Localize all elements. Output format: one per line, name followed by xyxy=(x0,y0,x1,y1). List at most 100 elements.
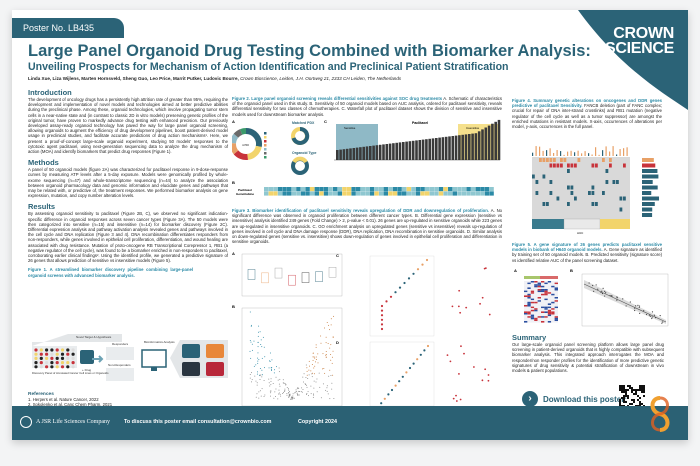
qr-module xyxy=(637,395,639,397)
qr-module xyxy=(633,399,635,401)
waterfall-bar xyxy=(428,138,431,160)
volcano-point xyxy=(306,370,308,372)
signature-cell xyxy=(544,314,548,317)
signature-cell xyxy=(534,289,538,291)
signature-cell xyxy=(534,317,538,320)
signature-cell xyxy=(554,314,558,317)
signature-cell xyxy=(554,306,558,309)
heatmap-cell xyxy=(383,191,388,196)
signature-cell xyxy=(530,303,535,305)
volcano-plot-points xyxy=(249,311,335,400)
volcano-point xyxy=(249,377,251,379)
go-dot xyxy=(416,268,420,271)
alteration-cell xyxy=(535,191,539,195)
fig2-caption: Figure 2. Large panel organoid screening… xyxy=(232,96,502,117)
qr-module xyxy=(641,385,643,387)
qr-module xyxy=(631,399,633,401)
signature-cell xyxy=(534,305,538,307)
fig1-drug-icon xyxy=(80,350,94,364)
signature-cell xyxy=(524,313,528,315)
signature-cell xyxy=(537,282,541,285)
volcano-point xyxy=(288,392,290,394)
signature-cell xyxy=(530,305,535,307)
heatmap-cell xyxy=(466,191,471,196)
qr-module xyxy=(631,391,633,393)
crown-bioscience-logo: CROWN BIOSCIENCE xyxy=(577,25,674,57)
plate-well xyxy=(34,352,38,356)
fig4-caption: Figure 4. Summary genetic alterations on… xyxy=(512,98,662,129)
volcano-point xyxy=(255,364,257,366)
heatmap-cell xyxy=(319,191,324,196)
volcano-point xyxy=(264,356,266,358)
signature-cell xyxy=(544,293,548,296)
volcano-point xyxy=(269,360,271,362)
volcano-point xyxy=(275,366,277,368)
waterfall-bar xyxy=(468,134,471,160)
signature-cell xyxy=(554,308,558,310)
volcano-point xyxy=(331,388,333,390)
qr-module xyxy=(641,387,643,389)
signature-cell xyxy=(541,305,545,307)
volcano-point xyxy=(299,390,301,392)
alteration-count-bar xyxy=(546,150,548,156)
heatmap-cell xyxy=(314,191,319,196)
signature-cell xyxy=(547,289,552,291)
volcano-point xyxy=(250,324,252,326)
fig2-caption-title: Figure 2. Large panel organoid screening… xyxy=(232,96,443,101)
signature-cell xyxy=(544,284,548,286)
volcano-point xyxy=(301,391,303,393)
legend-swatch xyxy=(264,140,267,143)
authors: Linda Xue, Liza Wijlens, Marten Hornsvel… xyxy=(28,76,401,81)
signature-cell xyxy=(541,308,545,310)
go-dot xyxy=(416,358,419,361)
fig2-caption-text: A. Schematic of characteristics of the o… xyxy=(232,96,502,117)
alteration-cell xyxy=(549,191,553,195)
alteration-count-bar xyxy=(532,152,534,156)
go-dot xyxy=(419,353,422,356)
heatmap-cell xyxy=(277,187,283,192)
qr-module xyxy=(631,387,633,389)
heatmap-cell xyxy=(342,187,347,192)
signature-cell xyxy=(527,290,531,293)
volcano-point xyxy=(315,346,317,348)
signature-cell xyxy=(537,303,541,305)
volcano-point xyxy=(300,391,302,393)
alteration-cell xyxy=(556,196,560,201)
download-label[interactable]: Download this poster: xyxy=(543,395,627,404)
jsr-logo-icon xyxy=(20,416,32,428)
go-dot xyxy=(401,375,404,378)
signature-cell xyxy=(537,311,541,313)
alteration-cell xyxy=(549,180,553,184)
signature-cell xyxy=(551,290,555,293)
plate-well xyxy=(34,365,38,369)
chevron-right-icon[interactable]: › xyxy=(522,391,538,407)
volcano-point xyxy=(261,346,263,348)
signature-cell xyxy=(524,300,528,302)
volcano-point xyxy=(332,350,334,352)
signature-cell xyxy=(547,281,552,283)
signature-cell xyxy=(534,321,538,323)
poster-subtitle: Unveiling Prospects for Mechanism of Act… xyxy=(28,61,509,73)
scatter-point xyxy=(625,305,627,307)
volcano-point xyxy=(259,331,261,333)
heatmap-cell xyxy=(457,187,462,192)
fig1-discovery-plate xyxy=(32,346,77,368)
heatmap-cell xyxy=(448,187,453,192)
signature-cell xyxy=(524,295,528,297)
go-dot xyxy=(394,291,397,294)
signature-cell xyxy=(527,319,531,321)
signature-cell xyxy=(541,303,545,305)
contact-email[interactable]: To discuss this poster email consultatio… xyxy=(124,419,272,425)
volcano-point xyxy=(310,393,312,395)
heatmap-cell xyxy=(388,187,393,192)
fig1-plate-wells xyxy=(34,348,75,369)
signature-cell xyxy=(547,317,552,320)
scatter-point xyxy=(629,301,631,303)
volcano-point xyxy=(250,341,252,343)
arrow-right-icon xyxy=(92,355,104,363)
intro-text: The development of oncology drugs has a … xyxy=(28,97,228,155)
signature-cell xyxy=(530,282,535,285)
heatmap-cell xyxy=(328,191,333,196)
volcano-point xyxy=(251,381,253,383)
signature-cell xyxy=(551,292,555,294)
